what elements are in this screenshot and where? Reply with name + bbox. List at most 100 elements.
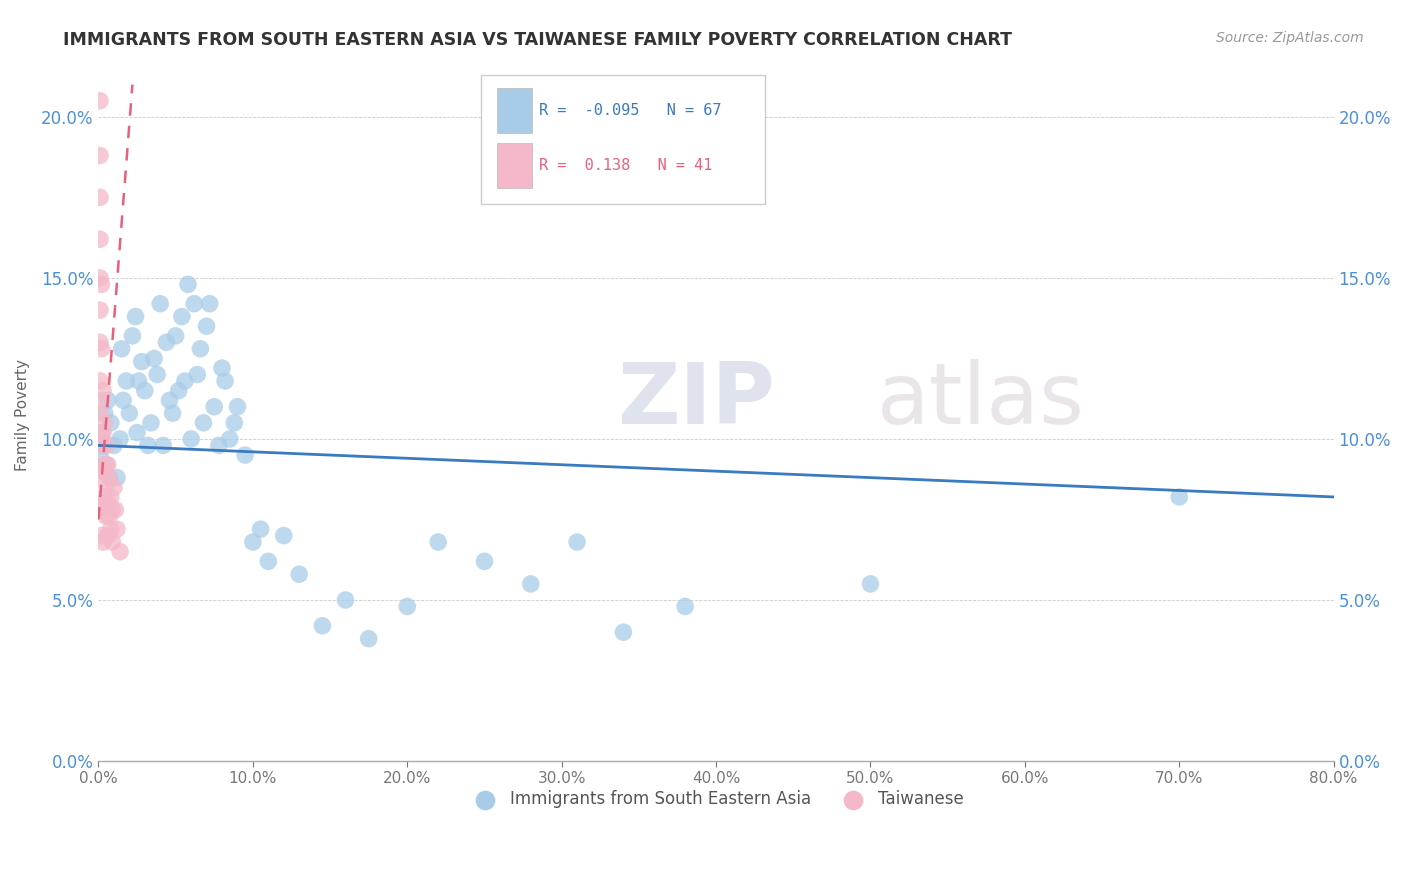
Point [162, 406, 184, 420]
Point [211, 361, 233, 376]
Point [357, 632, 380, 646]
Point [520, 577, 543, 591]
Point [242, 535, 264, 549]
Point [288, 567, 311, 582]
Point [100, 490, 122, 504]
Point [89, 374, 111, 388]
Point [170, 310, 193, 324]
Legend: Immigrants from South Eastern Asia, Taiwanese: Immigrants from South Eastern Asia, Taiw… [461, 784, 970, 815]
Point [100, 416, 122, 430]
Point [90, 432, 112, 446]
Point [89, 303, 111, 318]
Point [149, 296, 172, 310]
Point [396, 599, 419, 614]
Point [125, 425, 148, 440]
Point [136, 438, 159, 452]
Point [226, 400, 249, 414]
Point [134, 384, 156, 398]
Point [180, 432, 202, 446]
Point [101, 503, 124, 517]
Point [218, 432, 240, 446]
Point [155, 335, 177, 350]
Point [121, 329, 143, 343]
Point [139, 416, 162, 430]
Point [89, 448, 111, 462]
Point [131, 354, 153, 368]
Point [97, 458, 120, 472]
Point [108, 432, 131, 446]
Y-axis label: Family Poverty: Family Poverty [15, 359, 30, 471]
Point [93, 490, 115, 504]
Point [177, 277, 200, 292]
Point [90, 393, 112, 408]
Point [103, 480, 125, 494]
Point [90, 528, 112, 542]
Point [101, 535, 124, 549]
Point [673, 599, 696, 614]
Point [427, 535, 450, 549]
Point [89, 94, 111, 108]
Point [143, 351, 166, 366]
Point [112, 393, 135, 408]
Point [174, 374, 197, 388]
Point [165, 329, 187, 343]
Point [105, 522, 128, 536]
Point [90, 464, 112, 478]
Point [90, 277, 112, 292]
Point [103, 438, 125, 452]
Point [193, 416, 215, 430]
Point [186, 368, 208, 382]
Bar [498, 143, 531, 188]
Point [89, 148, 111, 162]
Point [565, 535, 588, 549]
Point [859, 577, 882, 591]
Point [202, 400, 225, 414]
Text: atlas: atlas [876, 359, 1084, 442]
Point [233, 448, 256, 462]
Point [311, 619, 333, 633]
Point [97, 393, 120, 408]
Point [214, 374, 236, 388]
Point [90, 425, 112, 440]
Point [98, 470, 121, 484]
Point [89, 335, 111, 350]
Point [89, 232, 111, 246]
Point [118, 406, 141, 420]
Point [96, 477, 118, 491]
Point [91, 503, 114, 517]
Point [89, 406, 111, 420]
Point [98, 470, 121, 484]
Point [91, 438, 114, 452]
Point [97, 528, 120, 542]
Point [97, 496, 120, 510]
Point [89, 438, 111, 452]
Point [93, 416, 115, 430]
Text: Source: ZipAtlas.com: Source: ZipAtlas.com [1216, 31, 1364, 45]
Point [91, 384, 114, 398]
Point [115, 374, 138, 388]
Point [91, 425, 114, 440]
Point [183, 296, 205, 310]
Point [128, 374, 150, 388]
Point [90, 496, 112, 510]
Point [190, 342, 212, 356]
Point [198, 296, 221, 310]
Point [249, 522, 271, 536]
Point [612, 625, 634, 640]
Point [224, 416, 246, 430]
Point [104, 503, 127, 517]
Point [273, 528, 295, 542]
Point [93, 406, 115, 420]
Point [1168, 490, 1191, 504]
Point [195, 319, 218, 334]
Point [100, 522, 122, 536]
Point [111, 342, 134, 356]
Text: R =  -0.095   N = 67: R = -0.095 N = 67 [540, 103, 721, 118]
Text: R =  0.138   N = 41: R = 0.138 N = 41 [540, 158, 713, 173]
Point [91, 535, 114, 549]
Point [93, 458, 115, 472]
Point [474, 554, 496, 568]
Point [90, 342, 112, 356]
Point [98, 509, 121, 524]
Point [257, 554, 280, 568]
